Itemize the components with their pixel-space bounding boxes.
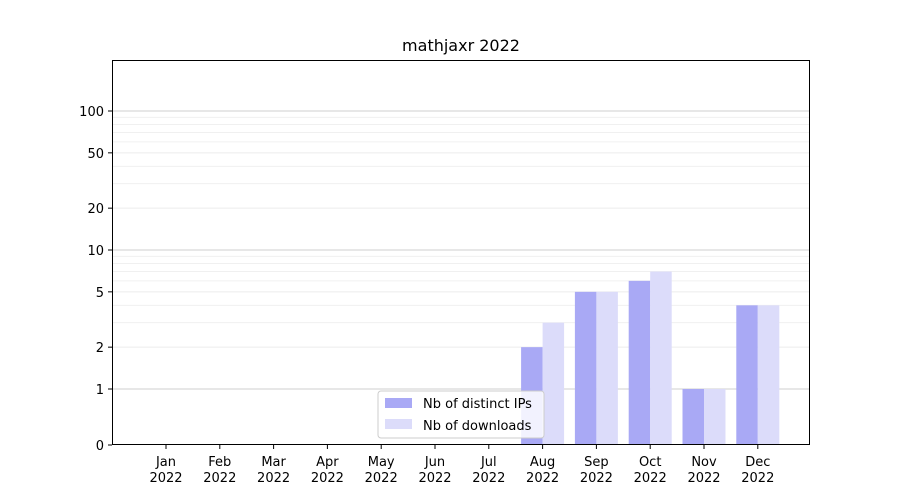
x-tick-label-month: May: [368, 455, 395, 470]
bar-downloads: [596, 291, 618, 445]
x-axis: Jan2022Feb2022Mar2022Apr2022May2022Jun20…: [149, 445, 774, 486]
y-tick-label: 50: [87, 147, 104, 162]
x-tick-label-year: 2022: [311, 471, 344, 486]
x-tick-label-month: Jan: [155, 455, 176, 470]
legend-swatch-ips: [385, 398, 412, 408]
y-axis: 0 1 2 5 10 20 50 100: [79, 105, 112, 454]
grid-lines: [112, 110, 810, 390]
legend-swatch-downloads: [385, 419, 412, 429]
bar-downloads: [650, 271, 672, 445]
x-tick-label-month: Dec: [745, 455, 770, 470]
y-tick-label: 0: [96, 439, 104, 454]
y-tick-label: 20: [87, 202, 104, 217]
legend: Nb of distinct IPs Nb of downloads: [377, 390, 545, 439]
x-tick-label-year: 2022: [149, 471, 182, 486]
x-tick-label-year: 2022: [365, 471, 398, 486]
x-tick-label-year: 2022: [580, 471, 613, 486]
x-tick-label-month: Jul: [480, 455, 497, 470]
bar-downloads: [704, 389, 726, 445]
x-tick-label-month: Oct: [639, 455, 661, 470]
x-tick-label-year: 2022: [472, 471, 505, 486]
y-tick-label: 2: [96, 341, 104, 356]
x-tick-label-month: Aug: [530, 455, 555, 470]
x-tick-label-year: 2022: [203, 471, 236, 486]
x-tick-label-month: Feb: [208, 455, 231, 470]
y-tick-label: 100: [79, 105, 104, 120]
x-tick-label-year: 2022: [257, 471, 290, 486]
bar-distinct-ips: [682, 389, 704, 445]
bars: [521, 271, 780, 445]
y-tick-label: 1: [96, 383, 104, 398]
x-tick-label-month: Nov: [691, 455, 717, 470]
x-tick-label-year: 2022: [687, 471, 720, 486]
x-tick-label-year: 2022: [634, 471, 667, 486]
x-tick-label-month: Mar: [261, 455, 286, 470]
bar-downloads: [542, 322, 565, 445]
x-tick-label-month: Sep: [584, 455, 609, 470]
bar-distinct-ips: [736, 305, 758, 445]
bar-downloads: [757, 305, 780, 445]
legend-label-downloads: Nb of downloads: [423, 419, 532, 434]
x-tick-label-month: Jun: [424, 455, 445, 470]
bar-distinct-ips: [574, 291, 597, 445]
legend-box: [377, 390, 545, 439]
x-tick-label-year: 2022: [526, 471, 559, 486]
chart-title: mathjaxr 2022: [402, 36, 520, 55]
legend-label-ips: Nb of distinct IPs: [423, 397, 532, 412]
y-tick-label: 5: [96, 286, 104, 301]
x-tick-label-month: Apr: [316, 455, 339, 470]
x-tick-label-year: 2022: [741, 471, 774, 486]
x-tick-label-year: 2022: [418, 471, 451, 486]
y-tick-label: 10: [87, 244, 104, 259]
bar-distinct-ips: [628, 280, 651, 445]
plot-frame: [112, 60, 810, 445]
